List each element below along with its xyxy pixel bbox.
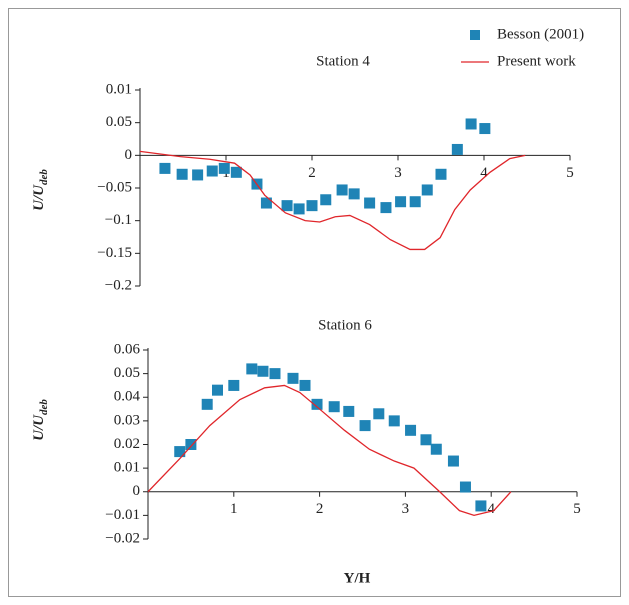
data-point (287, 372, 299, 384)
y-tick-label: −0.1 (105, 212, 132, 228)
data-point (430, 443, 442, 455)
data-point (479, 123, 491, 135)
data-point (246, 363, 258, 375)
data-point (269, 368, 281, 380)
x-axis-label: Y/H (344, 570, 371, 586)
data-point (257, 365, 269, 377)
data-point (328, 401, 340, 413)
data-point (465, 118, 477, 130)
x-tick-label: 4 (480, 165, 488, 181)
y-tick-label: −0.05 (97, 179, 132, 195)
y-tick-label: −0.2 (105, 277, 132, 293)
data-point (185, 439, 197, 450)
y-axis-label: U/Udeb (31, 169, 49, 211)
legend-label: Present work (497, 53, 576, 69)
y-tick-label: −0.15 (97, 245, 132, 261)
data-point (320, 194, 332, 206)
data-point (201, 398, 213, 410)
x-tick-label: 1 (230, 501, 238, 517)
data-point (380, 202, 392, 214)
y-tick-label: −0.02 (105, 530, 140, 546)
data-point (336, 184, 348, 196)
data-point (174, 446, 186, 458)
y-axis-label-main: U/U (31, 184, 47, 211)
data-line (139, 150, 526, 251)
data-point (395, 196, 407, 208)
y-tick-label: 0.03 (114, 412, 140, 428)
data-point (211, 384, 223, 396)
data-point (293, 203, 305, 215)
chart-title: Station 4 (316, 53, 370, 69)
data-point (306, 200, 318, 212)
y-axis-label-sub: deb (38, 399, 50, 415)
x-tick-label: 4 (487, 501, 495, 517)
x-tick-label: 5 (566, 165, 574, 181)
data-point (421, 184, 433, 196)
x-tick-label: 3 (394, 165, 402, 181)
data-point (260, 197, 272, 209)
data-point (218, 162, 230, 174)
data-point (359, 420, 371, 432)
data-point (451, 143, 463, 155)
y-tick-label: 0.01 (114, 460, 140, 476)
y-axis-label-main: U/U (31, 414, 47, 441)
data-point (230, 166, 242, 178)
x-tick-label: 3 (402, 501, 410, 517)
y-tick-label: 0.04 (114, 389, 141, 405)
data-point (343, 405, 355, 417)
data-point (281, 200, 293, 212)
legend-marker (470, 30, 480, 40)
data-point (176, 168, 188, 180)
data-point (348, 188, 360, 200)
y-tick-label: 0.05 (114, 365, 140, 381)
data-point (435, 168, 447, 180)
y-tick-label: 0.01 (106, 81, 132, 97)
y-tick-label: 0.02 (114, 436, 140, 452)
data-point (206, 165, 218, 177)
data-point (299, 379, 311, 391)
data-point (459, 481, 471, 493)
y-axis-label-sub: deb (38, 169, 50, 185)
data-point (420, 434, 432, 446)
data-line (147, 384, 512, 517)
frame (8, 8, 621, 597)
data-point (447, 455, 459, 467)
data-point (192, 169, 204, 181)
y-tick-label: 0.05 (106, 114, 132, 130)
y-tick-label: −0.01 (105, 507, 140, 523)
x-tick-label: 5 (573, 501, 581, 517)
data-point (475, 500, 487, 512)
y-tick-label: 0.06 (114, 341, 141, 357)
data-point (228, 379, 240, 391)
data-point (311, 398, 323, 410)
data-point (373, 408, 385, 420)
data-point (159, 162, 171, 174)
y-tick-label: 0 (133, 483, 141, 499)
data-point (405, 424, 417, 436)
data-point (409, 196, 421, 208)
legend-label: Besson (2001) (497, 26, 584, 42)
y-axis-label: U/Udeb (31, 399, 49, 441)
data-point (388, 415, 400, 427)
x-tick-label: 2 (308, 165, 316, 181)
data-point (364, 197, 376, 209)
chart-title: Station 6 (318, 317, 372, 333)
y-tick-label: 0 (125, 147, 133, 163)
x-tick-label: 2 (316, 501, 324, 517)
